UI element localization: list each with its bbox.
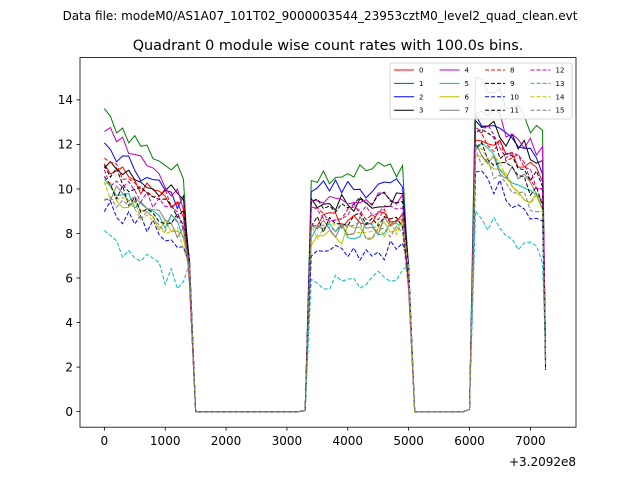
legend-label-5: 5	[465, 80, 469, 88]
series-line-15	[104, 149, 547, 413]
y-tick-label: 10	[58, 182, 73, 196]
legend-label-11: 11	[510, 107, 519, 115]
x-tick-label: 6000	[454, 434, 485, 448]
legend-label-8: 8	[510, 67, 514, 75]
legend-label-10: 10	[510, 93, 519, 101]
series-line-8	[104, 127, 547, 413]
legend-label-4: 4	[465, 67, 470, 75]
legend-label-7: 7	[465, 107, 469, 115]
legend-label-9: 9	[510, 80, 514, 88]
series-line-12	[103, 123, 547, 413]
legend-label-1: 1	[419, 80, 423, 88]
legend-label-0: 0	[419, 67, 423, 75]
y-tick-label: 0	[65, 405, 73, 419]
x-offset-label: +3.2092e8	[509, 455, 576, 469]
legend-label-13: 13	[556, 80, 565, 88]
series-line-1	[103, 76, 547, 413]
x-tick-label: 4000	[333, 434, 364, 448]
chart-suptitle: Data file: modeM0/AS1A07_101T02_90000035…	[63, 9, 578, 23]
series-line-13	[104, 209, 547, 413]
y-tick-label: 4	[65, 316, 73, 330]
y-tick-label: 8	[65, 227, 73, 241]
x-tick-label: 7000	[515, 434, 546, 448]
plot-frame	[79, 57, 577, 428]
y-tick-label: 12	[58, 138, 73, 152]
legend-label-12: 12	[556, 67, 565, 75]
legend-label-15: 15	[556, 107, 565, 115]
y-tick-label: 2	[65, 360, 73, 374]
x-tick-label: 3000	[272, 434, 303, 448]
x-tick-label: 5000	[393, 434, 424, 448]
x-tick-label: 0	[101, 434, 109, 448]
x-tick-label: 1000	[150, 434, 181, 448]
legend-label-14: 14	[556, 93, 565, 101]
chart-title: Quadrant 0 module wise count rates with …	[133, 38, 524, 54]
x-axis: 0 1000 2000 3000 4000 5000 6000 7000	[101, 427, 546, 448]
legend-box	[389, 62, 573, 120]
series-layer	[103, 76, 547, 413]
y-tick-label: 6	[65, 271, 73, 285]
x-tick-label: 2000	[211, 434, 242, 448]
y-tick-label: 14	[58, 93, 73, 107]
y-axis: 0 2 4 6 8 10 12 14	[58, 93, 80, 419]
legend-label-6: 6	[465, 93, 470, 101]
legend-label-3: 3	[419, 107, 423, 115]
legend-label-2: 2	[419, 93, 423, 101]
